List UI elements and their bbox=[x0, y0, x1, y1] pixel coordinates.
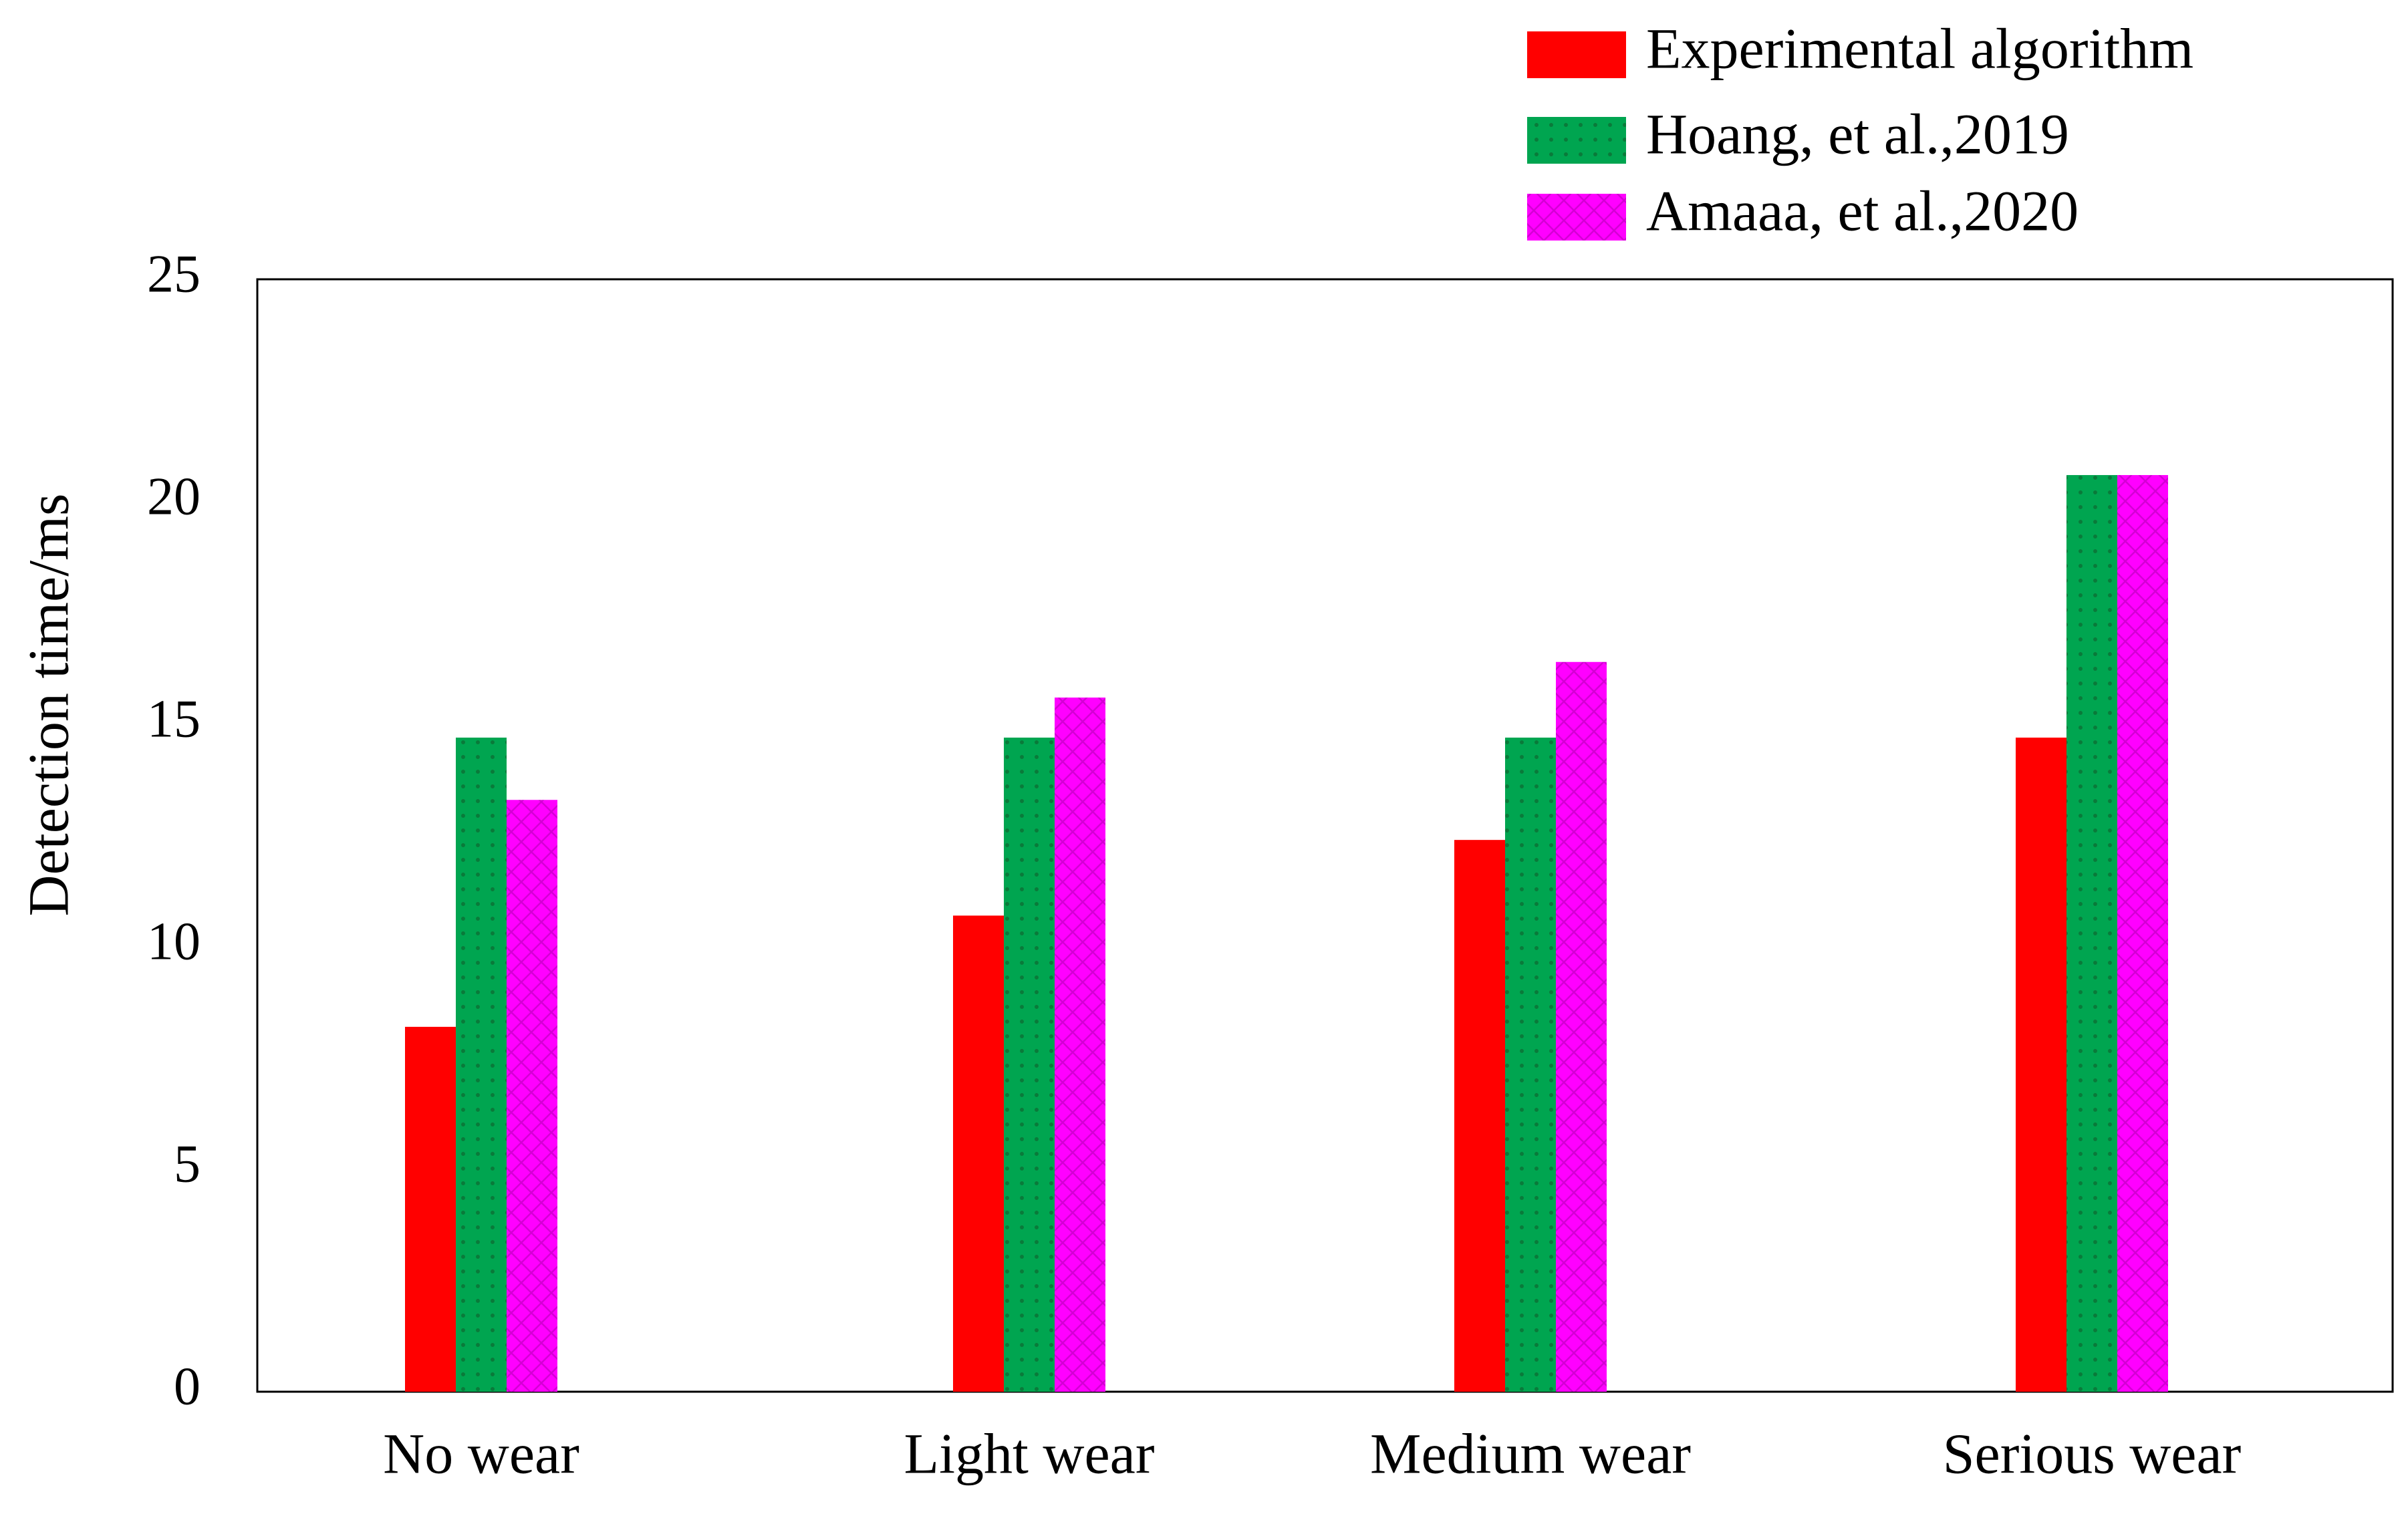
legend-label-hoang-et-al-2019: Hoang, et al.,2019 bbox=[1646, 102, 2069, 166]
bar-experimental-algorithm-medium-wear bbox=[1454, 840, 1505, 1392]
y-tick-label: 20 bbox=[147, 467, 200, 526]
y-axis-ticks: 0 5 10 15 20 25 bbox=[147, 245, 200, 1416]
bar-hoang-et-al-2019-no-wear bbox=[456, 737, 507, 1392]
bar-amaaa-et-al-2020-medium-wear bbox=[1556, 661, 1607, 1392]
legend-label-amaaa-et-al-2020: Amaaa, et al.,2020 bbox=[1646, 179, 2079, 243]
legend-swatch-experimental-algorithm bbox=[1527, 31, 1626, 78]
bar-hoang-et-al-2019-light-wear bbox=[1004, 737, 1055, 1392]
bar-amaaa-et-al-2020-no-wear bbox=[507, 800, 557, 1392]
y-tick-label: 0 bbox=[174, 1357, 200, 1416]
y-tick-label: 10 bbox=[147, 912, 200, 971]
bars bbox=[405, 475, 2168, 1392]
y-tick-label: 25 bbox=[147, 245, 200, 303]
legend-swatch-hoang-et-al-2019 bbox=[1527, 117, 1626, 164]
y-tick-label: 15 bbox=[147, 690, 200, 748]
bar-amaaa-et-al-2020-light-wear bbox=[1055, 698, 1105, 1392]
bar-experimental-algorithm-serious-wear bbox=[2016, 737, 2066, 1392]
x-axis-labels: No wear Light wear Medium wear Serious wear bbox=[383, 1422, 2241, 1486]
x-category-label: No wear bbox=[383, 1422, 579, 1486]
bar-hoang-et-al-2019-medium-wear bbox=[1505, 737, 1556, 1392]
x-category-label: Medium wear bbox=[1370, 1422, 1691, 1486]
bar-amaaa-et-al-2020-serious-wear bbox=[2117, 475, 2168, 1392]
bar-hoang-et-al-2019-serious-wear bbox=[2066, 475, 2117, 1392]
legend-label-experimental-algorithm: Experimental algorithm bbox=[1646, 17, 2193, 81]
y-tick-label: 5 bbox=[174, 1134, 200, 1193]
bar-experimental-algorithm-light-wear bbox=[953, 915, 1004, 1392]
plot-frame bbox=[256, 278, 2394, 1393]
x-category-label: Serious wear bbox=[1943, 1422, 2242, 1486]
legend-swatch-amaaa-et-al-2020 bbox=[1527, 194, 1626, 241]
legend: Experimental algorithm Hoang, et al.,2019… bbox=[1527, 17, 2193, 243]
y-axis-title: Detection time/ms bbox=[17, 494, 81, 917]
x-category-label: Light wear bbox=[904, 1422, 1155, 1486]
bar-experimental-algorithm-no-wear bbox=[405, 1026, 456, 1392]
